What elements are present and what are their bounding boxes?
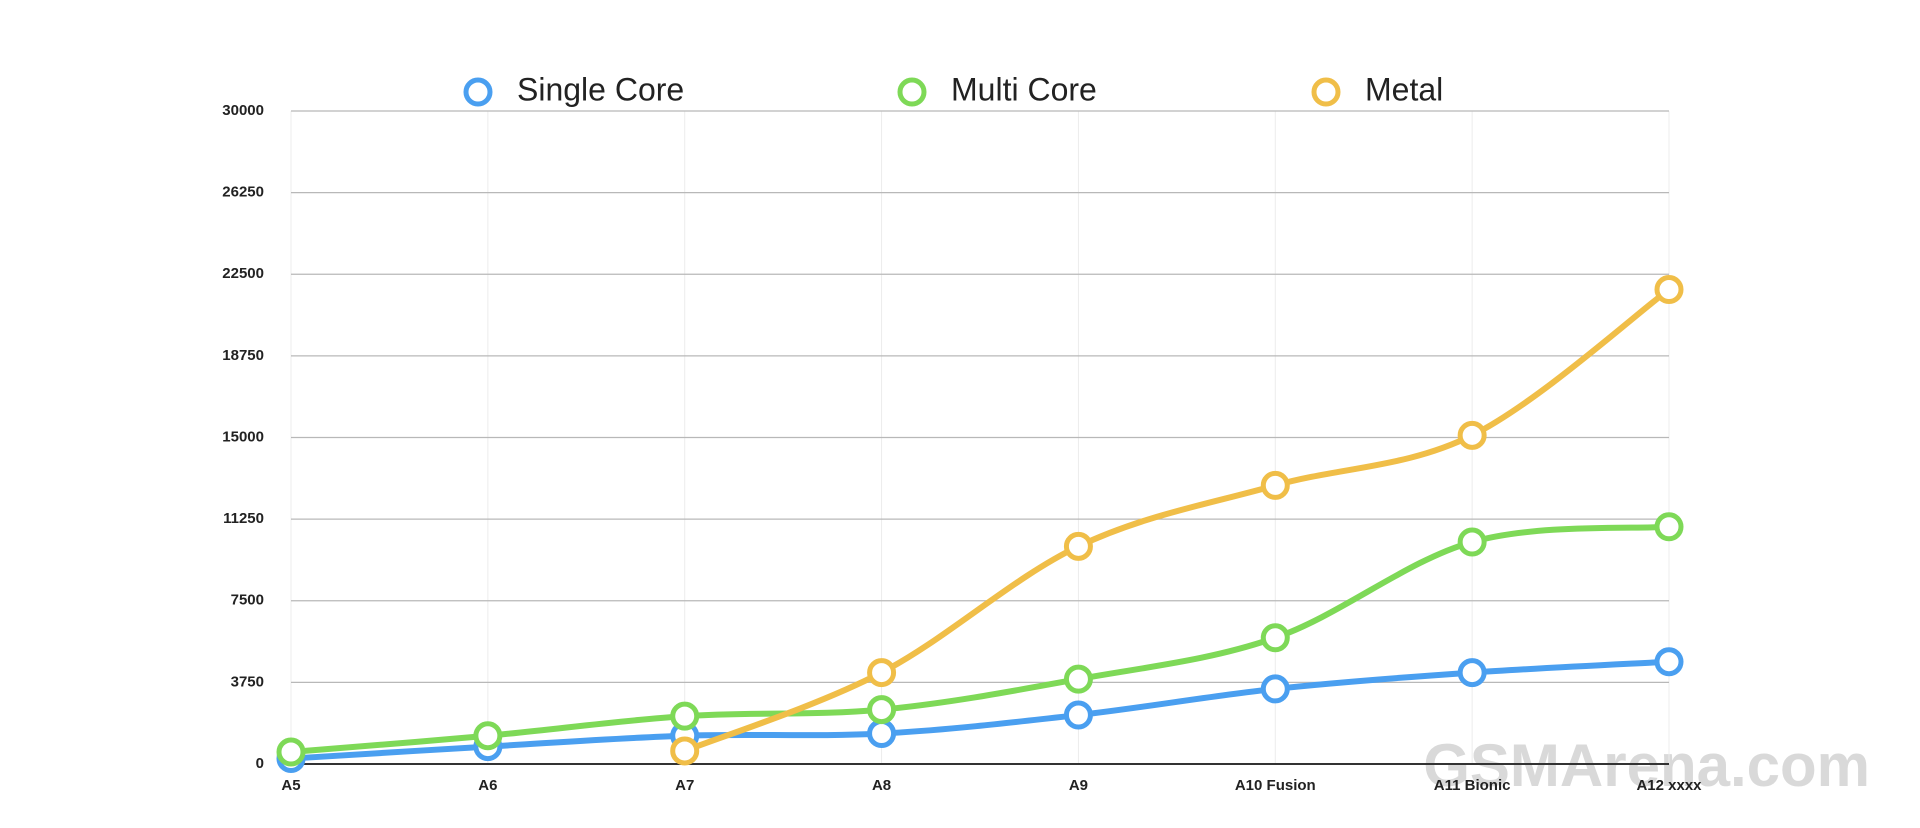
- series-line: [288, 523, 1672, 756]
- x-tick-label: A8: [872, 777, 891, 794]
- data-point: [1457, 420, 1487, 450]
- x-tick-label: A7: [675, 777, 694, 794]
- watermark: GSMArena.com: [1423, 732, 1870, 799]
- legend-label: Multi Core: [951, 71, 1097, 107]
- y-tick-label: 7500: [231, 592, 264, 609]
- data-point: [867, 695, 897, 725]
- data-point: [1457, 527, 1487, 557]
- data-point: [1260, 623, 1290, 653]
- data-point: [1654, 274, 1684, 304]
- data-point: [473, 721, 503, 751]
- x-tick-label: A11 Bionic: [1434, 777, 1511, 794]
- series-line: [681, 286, 1672, 754]
- y-tick-label: 11250: [223, 510, 264, 527]
- y-tick-label: 30000: [222, 102, 264, 119]
- data-point: [1654, 512, 1684, 542]
- legend-marker: [463, 77, 493, 107]
- data-point: [1063, 700, 1093, 730]
- data-point: [867, 719, 897, 749]
- x-tick-label: A10 Fusion: [1235, 777, 1316, 794]
- x-tick-label: A12 xxxx: [1636, 777, 1702, 794]
- series-line: [288, 658, 1672, 762]
- data-point: [670, 736, 700, 766]
- y-tick-label: 18750: [222, 347, 264, 364]
- legend-marker: [897, 77, 927, 107]
- data-point: [1063, 664, 1093, 694]
- y-tick-label: 3750: [231, 673, 264, 690]
- data-point: [276, 737, 306, 767]
- legend-marker: [1311, 77, 1341, 107]
- data-point: [1260, 674, 1290, 704]
- data-point: [1063, 531, 1093, 561]
- legend-label: Single Core: [517, 71, 684, 107]
- y-tick-label: 15000: [222, 428, 264, 445]
- data-point: [1260, 470, 1290, 500]
- data-point: [670, 701, 700, 731]
- x-tick-label: A6: [478, 777, 497, 794]
- data-point: [1457, 658, 1487, 688]
- data-point: [1654, 647, 1684, 677]
- y-tick-label: 0: [256, 755, 264, 772]
- x-tick-label: A9: [1069, 777, 1088, 794]
- x-tick-label: A5: [281, 777, 300, 794]
- legend-label: Metal: [1365, 71, 1443, 107]
- y-tick-label: 26250: [222, 184, 264, 201]
- data-point: [867, 658, 897, 688]
- y-tick-label: 22500: [222, 265, 264, 282]
